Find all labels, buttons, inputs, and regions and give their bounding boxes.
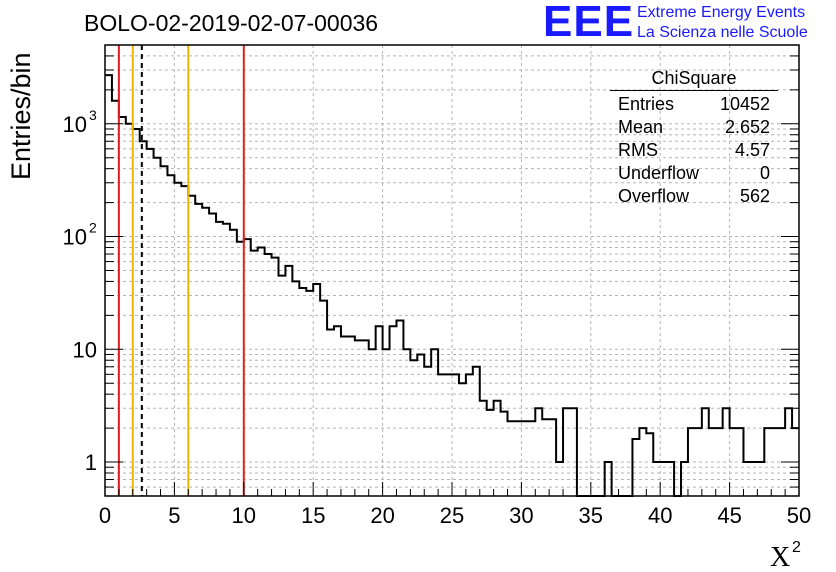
x-tick-label: 20 — [370, 503, 394, 528]
y-tick-exponent: 2 — [89, 220, 97, 236]
x-tick-label: 30 — [509, 503, 533, 528]
stats-row: Entries 10452 — [610, 93, 778, 116]
stats-row: Mean 2.652 — [610, 116, 778, 139]
stats-value: 0 — [759, 163, 770, 183]
stats-value: 10452 — [719, 94, 770, 114]
y-tick-label: 10 — [63, 112, 87, 137]
x-tick-label: 10 — [232, 503, 256, 528]
x-tick-label: 50 — [787, 503, 811, 528]
eee-logo: EEE — [543, 0, 635, 46]
logo-caption-line2: La Scienza nelle Scuole — [637, 24, 808, 41]
stats-label: Entries — [618, 94, 675, 114]
stats-title: ChiSquare — [610, 68, 778, 91]
stats-row: Underflow 0 — [610, 162, 778, 185]
x-tick-label: 40 — [648, 503, 672, 528]
tick-layer — [104, 44, 800, 497]
stats-value: 4.57 — [734, 140, 770, 160]
x-axis-label-exponent: 2 — [792, 539, 801, 556]
x-tick-label: 45 — [717, 503, 741, 528]
run-title: BOLO-02-2019-02-07-00036 — [84, 10, 379, 36]
stats-row: Overflow 562 — [610, 185, 778, 208]
x-tick-label: 0 — [99, 503, 111, 528]
x-tick-label: 25 — [440, 503, 464, 528]
histogram-outline — [105, 74, 799, 497]
stats-label: Mean — [618, 117, 664, 137]
y-tick-label: 1 — [85, 450, 97, 475]
x-axis-label: X — [770, 542, 790, 572]
stats-value: 2.652 — [724, 117, 770, 137]
y-tick-exponent: 3 — [89, 107, 97, 123]
logo-caption-line1: Extreme Energy Events — [637, 4, 806, 21]
stats-value: 562 — [739, 186, 770, 206]
stats-label: RMS — [618, 140, 658, 160]
y-tick-label: 10 — [63, 225, 87, 250]
y-axis-label: Entries/bin — [6, 52, 36, 180]
x-tick-label: 15 — [301, 503, 325, 528]
histogram-layer — [105, 74, 799, 497]
stats-label: Overflow — [618, 186, 690, 206]
x-tick-label: 35 — [579, 503, 603, 528]
stats-box: ChiSquare Entries 10452 Mean 2.652 RMS 4.57… — [610, 68, 778, 208]
y-tick-label: 10 — [73, 337, 97, 362]
stats-row: RMS 4.57 — [610, 139, 778, 162]
reference-lines-layer — [117, 45, 245, 496]
x-tick-label: 5 — [168, 503, 180, 528]
stats-label: Underflow — [618, 163, 700, 183]
